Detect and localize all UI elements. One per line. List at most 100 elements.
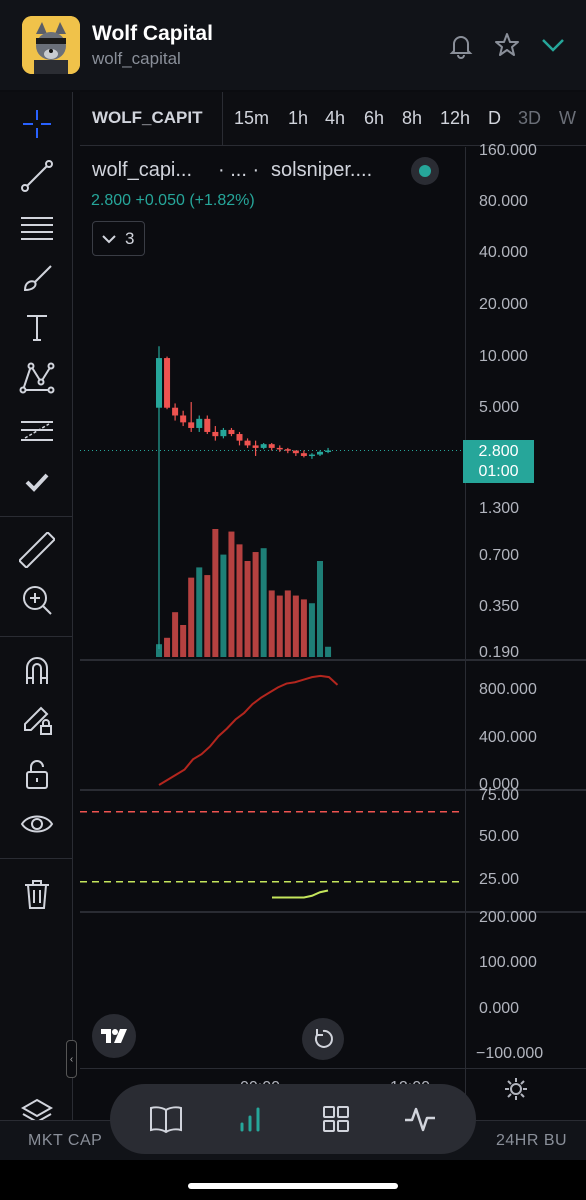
last-price: 2.800 — [478, 443, 519, 460]
eye-icon[interactable] — [0, 802, 73, 846]
indicator-2-chart — [80, 811, 464, 899]
reset-icon — [314, 1029, 333, 1048]
avatar[interactable] — [22, 16, 80, 74]
volume-bar — [164, 637, 171, 657]
indicator-2-axis — [465, 791, 586, 911]
candle-body — [164, 358, 171, 408]
bell-icon[interactable] — [446, 30, 476, 60]
bottom-nav — [110, 1084, 476, 1154]
market-status-indicator[interactable] — [411, 157, 439, 185]
fib-lines-icon[interactable] — [0, 206, 73, 250]
tf-1h[interactable]: 1h — [288, 108, 309, 128]
last-price-badge: 2.800 01:00 — [463, 440, 534, 483]
trend-line-icon[interactable] — [0, 154, 73, 198]
volume-bar — [196, 567, 203, 657]
price-tick: 5.000 — [479, 399, 520, 416]
symbol-label[interactable]: WOLF_CAPIT — [92, 108, 203, 127]
candle-body — [204, 418, 211, 432]
price-tick: 80.000 — [479, 193, 528, 210]
tf-8h[interactable]: 8h — [402, 108, 423, 128]
pane4-tick: −100.000 — [476, 1045, 544, 1062]
crosshair-icon[interactable] — [0, 102, 73, 146]
legend-source: solsniper.... — [271, 159, 373, 181]
pane4-tick: 100.000 — [479, 954, 537, 971]
candle-body — [300, 453, 307, 456]
timeframe-bar: WOLF_CAPIT 15m 1h 4h 6h 8h 12h D 3D W — [80, 92, 586, 146]
price-chart — [80, 346, 464, 657]
candle-body — [236, 434, 243, 441]
legend-symbol[interactable]: wolf_capi... — [92, 159, 193, 181]
candle-body — [188, 422, 195, 428]
ruler-icon[interactable] — [0, 528, 73, 572]
volume-bar — [236, 544, 243, 657]
candle-body — [196, 418, 203, 428]
home-indicator[interactable] — [188, 1183, 398, 1189]
unlock-icon[interactable] — [0, 752, 73, 796]
volume-bar — [260, 548, 267, 657]
chevron-down-icon[interactable] — [538, 30, 568, 60]
zoom-in-icon[interactable] — [0, 578, 73, 622]
indicator-1-axis — [465, 661, 586, 789]
pane4-tick: 0.000 — [479, 1000, 520, 1017]
page-title: Wolf Capital — [92, 22, 213, 45]
price-tick: 0.350 — [479, 598, 520, 615]
brush-icon[interactable] — [0, 256, 73, 300]
indicator-pane-1[interactable] — [80, 661, 464, 789]
candle-body — [268, 444, 275, 448]
candle-body — [156, 358, 162, 408]
forecast-icon[interactable] — [0, 408, 73, 452]
activity-icon[interactable] — [390, 1084, 450, 1154]
candle-body — [284, 449, 291, 451]
chevron-down-icon — [102, 234, 116, 243]
indicator-pane-2[interactable] — [80, 791, 464, 911]
drawing-toolbar — [0, 92, 73, 1124]
pane4-tick: 200.000 — [479, 909, 537, 926]
star-icon[interactable] — [492, 30, 522, 60]
text-icon[interactable] — [0, 306, 73, 350]
market-cap-label: MKT CAP — [28, 1132, 103, 1149]
volume-bar — [220, 554, 227, 657]
magnet-icon[interactable] — [0, 648, 73, 692]
candle-body — [276, 447, 283, 450]
indicator-pane-3[interactable] — [80, 913, 464, 1068]
tf-15m[interactable]: 15m — [234, 108, 270, 128]
lock-drawing-icon[interactable] — [0, 698, 73, 742]
indicators-toggle[interactable]: 3 — [92, 221, 145, 256]
bar-chart-icon[interactable] — [220, 1084, 280, 1154]
checkmark-icon[interactable] — [0, 460, 73, 504]
candle-body — [220, 429, 227, 437]
pane3-tick: 25.00 — [479, 871, 520, 888]
book-icon[interactable] — [136, 1084, 196, 1154]
price-tick: 40.000 — [479, 244, 528, 261]
indicator-3-axis — [465, 913, 586, 1068]
reset-chart-button[interactable] — [302, 1018, 344, 1060]
tf-w[interactable]: W — [559, 108, 576, 128]
price-tick: 0.700 — [479, 547, 520, 564]
candle-body — [212, 431, 219, 437]
volume-bar — [284, 590, 291, 657]
pattern-icon[interactable] — [0, 356, 73, 400]
tf-3d[interactable]: 3D — [518, 108, 542, 128]
settings-gear-icon[interactable] — [504, 1077, 528, 1106]
trash-icon[interactable] — [0, 872, 73, 916]
indicator-2-line — [272, 889, 329, 899]
candle-body — [172, 407, 179, 416]
candle-body — [244, 440, 251, 446]
tf-d[interactable]: D — [488, 108, 501, 128]
tf-6h[interactable]: 6h — [364, 108, 385, 128]
tf-12h[interactable]: 12h — [440, 108, 471, 128]
tradingview-logo-button[interactable] — [92, 1014, 136, 1058]
collapse-toolbar-button[interactable]: ‹ — [66, 1040, 77, 1078]
price-axis[interactable] — [465, 147, 586, 659]
indicator-1-line — [158, 674, 339, 786]
volume-bar — [308, 603, 315, 657]
candle-body — [308, 454, 315, 457]
candle-body — [260, 444, 267, 448]
volume-24h-label: 24HR BU — [496, 1132, 568, 1149]
tf-4h[interactable]: 4h — [325, 108, 346, 128]
price-tick: 10.000 — [479, 348, 528, 365]
price-tick: 160.000 — [479, 142, 537, 159]
candle-body — [325, 450, 332, 452]
grid-icon[interactable] — [306, 1084, 366, 1154]
volume-bar — [252, 552, 259, 657]
